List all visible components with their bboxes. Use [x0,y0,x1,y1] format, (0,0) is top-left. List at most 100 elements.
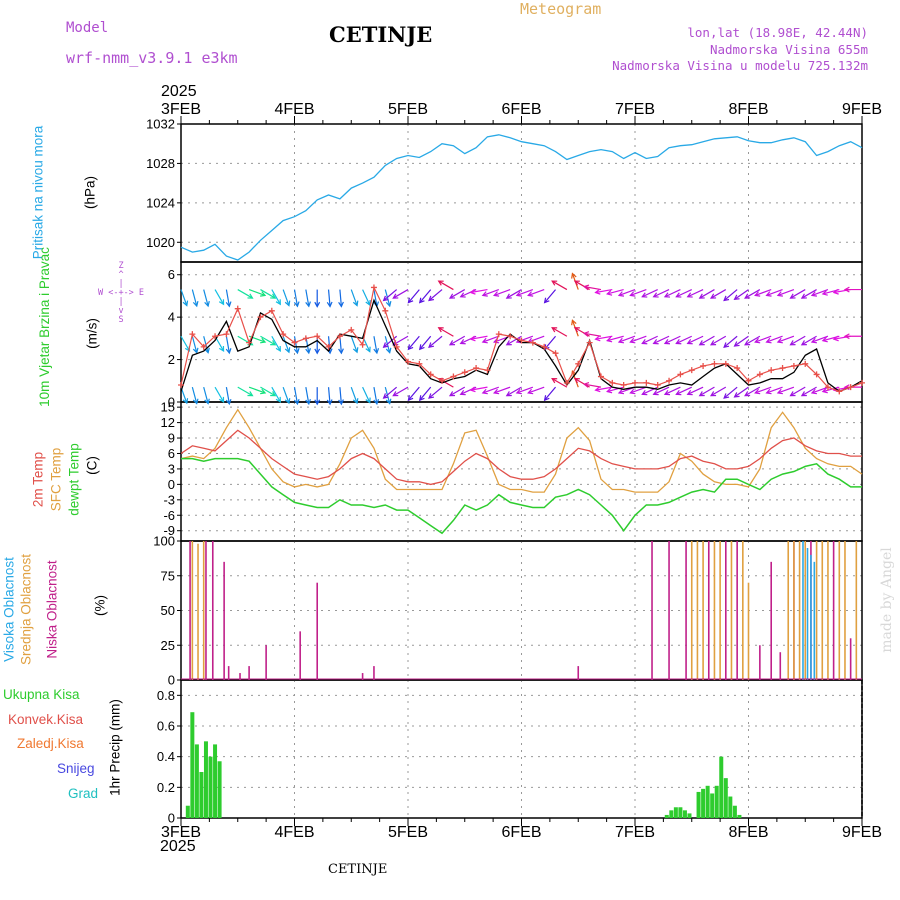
wind-arrow-head [723,393,730,399]
wind-gust-marker [563,379,570,386]
wind-arrow-head [810,388,818,395]
footer-station: CETINJE [328,862,388,877]
wind-direction-arrow [664,335,681,344]
panel-precipitation: 0 0.2 0.4 0.6 0.8 [157,679,863,826]
wind-arrow-head [698,293,705,299]
precip-bar [682,810,687,818]
wind-arrow-head [418,297,425,304]
wind-arrow-head [385,347,392,354]
wind-arrow-head [407,344,414,351]
wind-arrow-head [698,340,705,346]
day-label-top: 4FEB [274,101,314,118]
wind-arrow-head [800,391,807,397]
wind-arrow-head [573,327,580,333]
wind-arrow-head [407,395,414,402]
wind-direction-arrow [470,288,488,294]
wind-arrow-head [260,388,267,395]
wind-direction-arrow [584,286,602,291]
wind-arrow-head [709,293,717,299]
y-tick-label: 6 [168,446,175,461]
precip-bar [701,788,706,818]
precip-bar [714,785,719,818]
wind-direction-arrow [305,289,310,307]
panel-clouds: 0 25 50 75 100 [153,534,863,688]
wind-arrow-head [629,388,636,395]
wind-arrow-head [843,333,850,340]
day-label-bottom: 6FEB [501,824,541,841]
wind-direction-arrow [419,289,432,303]
wind-direction-arrow [630,335,647,343]
y-tick-label: 0.6 [157,719,175,734]
wind-gust-marker [859,379,865,386]
wind-arrow-head [754,388,761,395]
wind-gust-marker [847,384,854,391]
day-label-bottom: 8FEB [728,824,768,841]
wind-gust-marker [824,384,831,391]
precip-bar [673,807,678,818]
wind-gust-marker [586,339,593,346]
day-label-top: 9FEB [842,101,882,118]
wind-gust-marker [427,371,434,378]
wind-arrow-head [305,398,311,406]
wind-arrow-head [448,391,456,397]
y-tick-label: 2 [168,352,175,367]
precip-bar [705,785,710,818]
wind-arrow-head [352,347,359,354]
wind-gust-marker [734,365,741,372]
y-tick-label: 0 [168,395,175,410]
wind-direction-arrow [734,289,749,300]
precip-bar [737,814,742,818]
precip-legend-snow: Snijeg [57,761,95,776]
wind-direction-arrow [282,289,290,306]
precip-bar [190,712,195,818]
page-title: CETINJE [329,22,433,47]
precip-bar [185,805,190,818]
wind-arrow-head [832,288,839,295]
wind-arrow-head [663,292,671,298]
wind-direction-arrow [755,289,772,296]
wind-arrow-head [723,295,730,302]
wind-gust-marker [246,339,253,346]
wind-direction-arrow [653,289,670,298]
wind-direction-arrow [642,335,658,344]
sfc-temp-line [180,408,863,493]
wind-direction-arrow [392,289,409,299]
wind-arrow-head [723,342,730,348]
wind-direction-arrow [282,336,290,353]
wind-arrow-head [260,337,267,344]
wind-arrow-head [551,327,558,333]
wind-direction-arrow [710,335,727,346]
wind-arrow-head [218,345,225,353]
y-tick-label: 50 [161,603,175,618]
model-label: Model [66,20,109,36]
wind-arrow-head [594,288,601,295]
wind-arrow-head [469,386,476,393]
wind-direction-arrow [595,288,613,294]
wind-arrow-head [832,335,839,342]
wind-arrow-head [810,337,818,344]
y-tick-label: 0.2 [157,780,175,795]
wind-direction-arrow [574,378,590,388]
wind-arrow-head [527,291,534,297]
wind-direction-arrow [373,387,378,404]
wind-direction-arrow [584,332,602,337]
wind-gust-marker [484,367,491,374]
wind-direction-arrow [271,289,281,305]
wind-direction-arrow [516,386,534,394]
wind-arrow-head [617,337,625,344]
wind-arrow-head [204,300,210,308]
wind-direction-arrow [790,289,806,299]
wind-gust-marker [813,371,820,378]
wind-direction-arrow [271,386,281,403]
y-tick-label: 15 [161,400,175,415]
panel-frame [180,123,863,263]
y-tick-label: 0 [168,673,175,688]
wind-direction-arrow [811,289,829,296]
wind-arrow-head [573,378,580,384]
wind-gust-marker [575,360,582,367]
wind-direction-arrow [260,386,276,397]
wind-gust-marker [836,388,843,395]
wind-direction-arrow [293,336,299,354]
altitude-info: Nadmorska Visina 655m [709,42,868,57]
